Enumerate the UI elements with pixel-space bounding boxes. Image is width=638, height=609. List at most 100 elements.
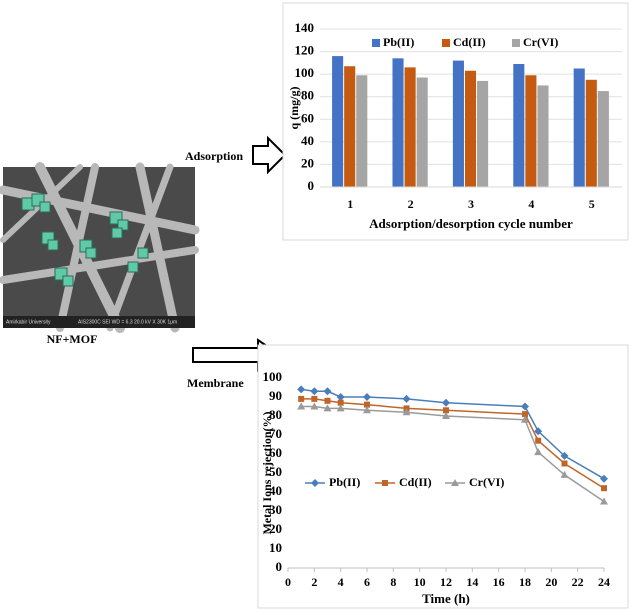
bar (525, 75, 537, 187)
adsorption-label: Adsorption (185, 149, 243, 163)
legend-swatch (372, 39, 380, 47)
sample-label: NF+MOF (47, 332, 98, 346)
x-tick-label: 2 (408, 197, 414, 211)
x-tick-label: 4 (338, 575, 344, 589)
y-axis-label: Metal Ions rejection(%) (260, 411, 274, 534)
y-tick-label: 60 (269, 445, 282, 460)
marker (310, 387, 319, 396)
y-tick-label: 10 (269, 540, 282, 555)
marker (298, 395, 305, 402)
marker (560, 451, 569, 460)
marker (402, 408, 411, 416)
x-tick-label: 3 (468, 197, 474, 211)
bar (392, 58, 404, 187)
marker (534, 448, 543, 456)
marker (337, 399, 344, 406)
x-tick-label: 22 (572, 575, 584, 589)
y-tick-label: 90 (269, 388, 282, 403)
marker (522, 411, 528, 418)
marker (363, 393, 371, 401)
legend-label: Cd(II) (399, 475, 432, 489)
membrane-label: Membrane (187, 376, 244, 390)
y-tick-label: 0 (308, 178, 315, 193)
y-tick-label: 20 (269, 521, 282, 536)
legend-label: Pb(II) (383, 35, 414, 49)
x-tick-label: 16 (493, 575, 505, 589)
y-tick-label: 100 (263, 369, 283, 384)
x-tick-label: 24 (598, 575, 610, 589)
marker (601, 485, 607, 492)
bar (356, 75, 368, 187)
marker (311, 479, 319, 487)
mof-crystals (21, 193, 149, 287)
x-tick-label: 18 (519, 575, 531, 589)
sem-caption: Amirkabir University (6, 319, 51, 325)
marker (451, 479, 459, 486)
y-tick-label: 70 (269, 426, 282, 441)
y-tick-label: 40 (269, 483, 282, 498)
bar (477, 80, 489, 187)
marker (323, 387, 332, 396)
marker (336, 404, 345, 412)
marker (297, 385, 306, 394)
marker (323, 404, 332, 412)
bar (585, 79, 597, 187)
chart-frame (257, 344, 629, 609)
marker (442, 398, 450, 407)
x-tick-label: 12 (440, 575, 452, 589)
legend-label: Cd(II) (453, 35, 486, 49)
marker (521, 402, 529, 411)
sem-image: Amirkabir University AIS2300C SEI WD = 6… (0, 162, 200, 333)
sem-info: AIS2300C SEI WD = 6.3 20.0 kV X 30K 1μm (78, 319, 177, 325)
bar (404, 67, 416, 187)
marker (600, 474, 608, 483)
bar (537, 85, 549, 187)
bar (573, 68, 585, 187)
x-tick-label: 2 (311, 575, 317, 589)
legend-swatch (442, 39, 450, 47)
marker (382, 480, 388, 486)
sem-info-bar (3, 316, 195, 328)
bar (416, 77, 428, 187)
marker (442, 412, 450, 419)
x-tick-label: 14 (466, 575, 478, 589)
bar (513, 63, 525, 187)
y-tick-label: 50 (269, 464, 282, 479)
x-tick-label: 4 (528, 197, 534, 211)
arrow (252, 135, 287, 175)
bar (332, 56, 344, 188)
x-tick-label: 20 (545, 575, 557, 589)
legend-label: Cr(VI) (523, 35, 558, 49)
y-tick-label: 80 (301, 88, 314, 103)
y-tick-label: 0 (276, 559, 283, 574)
legend-label: Pb(II) (329, 475, 360, 489)
bar (452, 60, 464, 187)
x-axis-label: Time (h) (422, 591, 470, 606)
marker (363, 406, 371, 414)
y-tick-label: 120 (295, 43, 315, 58)
marker (336, 393, 345, 401)
marker (443, 407, 449, 414)
marker (310, 402, 319, 410)
marker (324, 397, 331, 404)
legend-label: Cr(VI) (469, 475, 504, 489)
y-tick-label: 100 (295, 65, 315, 80)
x-tick-label: 10 (414, 575, 426, 589)
marker (534, 427, 543, 436)
bar (464, 70, 477, 187)
x-tick-label: 1 (347, 197, 353, 211)
x-tick-label: 5 (589, 197, 595, 211)
y-tick-label: 20 (301, 155, 314, 170)
marker (560, 470, 569, 478)
marker (521, 415, 529, 423)
marker (600, 497, 608, 505)
y-tick-label: 40 (301, 133, 314, 148)
bar (344, 66, 356, 187)
bar (597, 91, 609, 187)
y-tick-label: 30 (269, 502, 282, 517)
y-tick-label: 60 (301, 110, 314, 125)
marker (561, 460, 568, 467)
y-tick-label: 80 (269, 407, 282, 422)
